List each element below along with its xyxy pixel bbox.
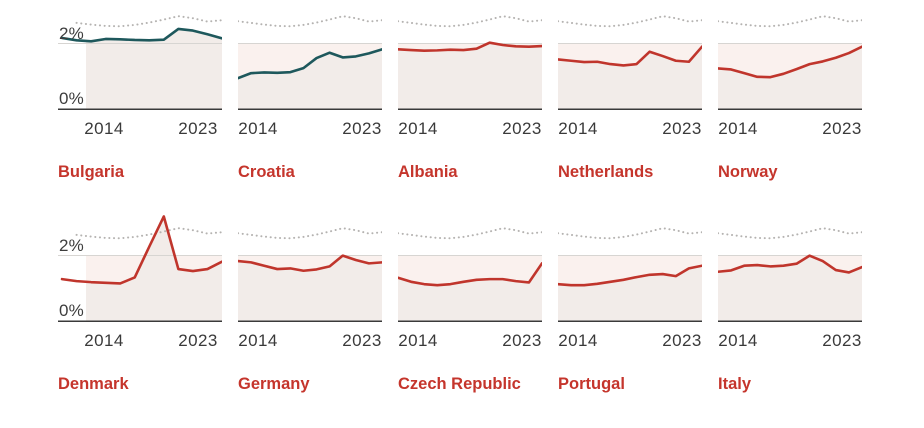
chart-cell-czech-republic: 2014 2023 Czech Republic xyxy=(398,214,542,404)
x-tick-label-2014: 2014 xyxy=(718,119,758,138)
x-tick-label-2014: 2014 xyxy=(558,119,598,138)
x-tick-label-2014: 2014 xyxy=(558,331,598,350)
data-line xyxy=(718,254,862,274)
under-line-area xyxy=(238,49,382,110)
line-chart xyxy=(238,15,382,110)
y-tick-label-2pct: 2% xyxy=(59,24,84,43)
x-tick-label-2014: 2014 xyxy=(398,331,438,350)
x-tick-label-2023: 2023 xyxy=(822,119,862,138)
x-tick-label-2023: 2023 xyxy=(342,331,382,350)
dotted-reference-line xyxy=(75,227,222,240)
under-line-area xyxy=(86,28,222,110)
under-line-area xyxy=(558,265,702,322)
y-tick-label-2pct: 2% xyxy=(59,236,84,255)
line-chart xyxy=(398,15,542,110)
chart-cell-italy: 2014 2023 Italy xyxy=(718,214,862,404)
under-line-area xyxy=(238,255,382,322)
line-chart xyxy=(58,215,222,322)
under-line-area xyxy=(86,216,222,322)
country-label: Czech Republic xyxy=(398,375,521,393)
country-label: Norway xyxy=(718,163,778,181)
line-chart xyxy=(718,227,862,322)
x-tick-label-2023: 2023 xyxy=(662,331,702,350)
chart-cell-germany: 2014 2023 Germany xyxy=(238,214,382,404)
y-tick-label-0pct: 0% xyxy=(59,301,84,320)
country-label: Netherlands xyxy=(558,163,654,181)
dotted-reference-line xyxy=(558,15,702,28)
x-tick-label-2023: 2023 xyxy=(502,119,542,138)
line-chart xyxy=(238,227,382,322)
chart-cell-bulgaria: 2% 0% 2014 2023 Bulgaria xyxy=(58,2,222,192)
chart-cell-denmark: 2% 0% 2014 2023 Denmark xyxy=(58,214,222,404)
x-tick-label-2014: 2014 xyxy=(84,119,124,138)
y-tick-label-0pct: 0% xyxy=(59,89,84,108)
country-label: Albania xyxy=(398,163,458,181)
under-line-area xyxy=(718,255,862,322)
x-tick-label-2023: 2023 xyxy=(342,119,382,138)
country-label: Bulgaria xyxy=(58,163,125,181)
dotted-reference-line xyxy=(398,15,542,28)
x-tick-label-2014: 2014 xyxy=(398,119,438,138)
x-tick-label-2023: 2023 xyxy=(178,119,218,138)
dotted-reference-line xyxy=(558,227,702,240)
data-line xyxy=(398,262,542,287)
chart-cell-portugal: 2014 2023 Portugal xyxy=(558,214,702,404)
country-label: Germany xyxy=(238,375,310,393)
x-tick-label-2023: 2023 xyxy=(662,119,702,138)
x-tick-label-2014: 2014 xyxy=(84,331,124,350)
dotted-reference-line xyxy=(718,15,862,28)
country-label: Italy xyxy=(718,375,752,393)
dotted-reference-line xyxy=(238,227,382,240)
dotted-reference-line xyxy=(398,227,542,240)
x-tick-label-2023: 2023 xyxy=(178,331,218,350)
country-label: Portugal xyxy=(558,375,625,393)
data-line xyxy=(558,45,702,67)
data-line xyxy=(398,41,542,53)
dotted-reference-line xyxy=(718,227,862,240)
chart-cell-albania: 2014 2023 Albania xyxy=(398,2,542,192)
line-chart xyxy=(558,227,702,322)
data-line xyxy=(718,45,862,79)
line-chart xyxy=(558,15,702,110)
data-line xyxy=(238,254,382,273)
x-tick-label-2023: 2023 xyxy=(822,331,862,350)
data-line xyxy=(558,264,702,287)
under-line-area xyxy=(718,46,862,110)
country-label: Denmark xyxy=(58,375,129,393)
dotted-reference-line xyxy=(238,15,382,28)
chart-cell-croatia: 2014 2023 Croatia xyxy=(238,2,382,192)
chart-cell-netherlands: 2014 2023 Netherlands xyxy=(558,2,702,192)
x-tick-label-2014: 2014 xyxy=(238,331,278,350)
x-tick-label-2014: 2014 xyxy=(238,119,278,138)
line-chart xyxy=(398,227,542,322)
data-line xyxy=(60,27,222,43)
data-line xyxy=(60,215,222,285)
dotted-reference-line xyxy=(75,15,222,28)
x-tick-label-2014: 2014 xyxy=(718,331,758,350)
data-line xyxy=(238,48,382,80)
under-line-area xyxy=(398,263,542,322)
line-chart xyxy=(718,15,862,110)
chart-cell-norway: 2014 2023 Norway xyxy=(718,2,862,192)
line-chart xyxy=(58,15,222,110)
under-line-area xyxy=(398,42,542,110)
x-tick-label-2023: 2023 xyxy=(502,331,542,350)
country-label: Croatia xyxy=(238,163,295,181)
